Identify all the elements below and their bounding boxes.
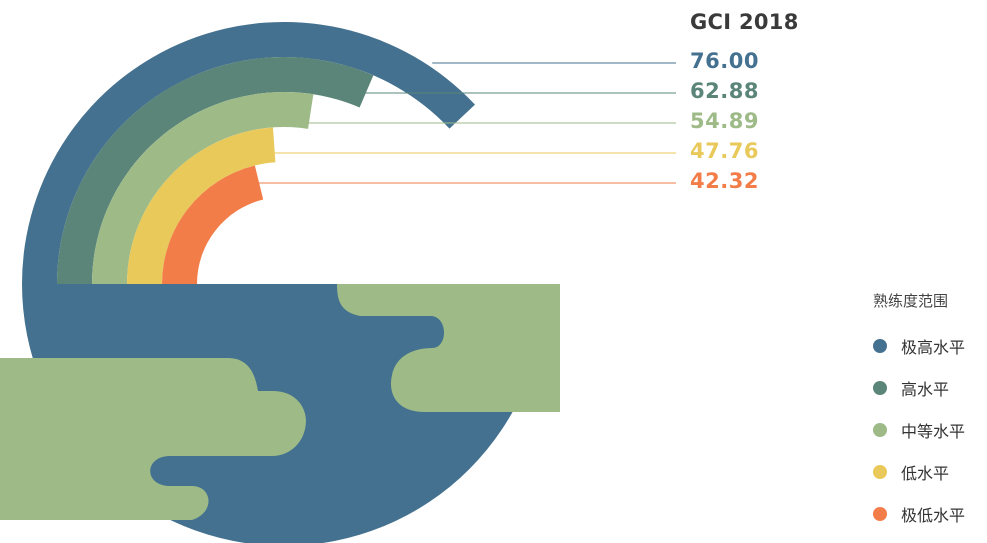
radial-bars bbox=[22, 22, 475, 285]
legend-dot-icon bbox=[873, 381, 887, 395]
land-shape-left bbox=[0, 358, 306, 520]
land-shape-right bbox=[337, 284, 560, 412]
legend-label: 极低水平 bbox=[901, 506, 966, 525]
legend-label: 低水平 bbox=[901, 464, 950, 483]
legend-label: 中等水平 bbox=[901, 422, 966, 441]
legend-item-1: 高水平 bbox=[873, 367, 965, 409]
legend-dot-icon bbox=[873, 423, 887, 437]
radial-bar-2 bbox=[92, 91, 314, 284]
legend-item-3: 低水平 bbox=[873, 451, 965, 493]
legend-label: 高水平 bbox=[901, 380, 950, 399]
leader-lines bbox=[250, 62, 676, 184]
legend-dot-icon bbox=[873, 339, 887, 353]
radial-bar-3 bbox=[127, 127, 276, 285]
chart-title: GCI 2018 bbox=[690, 10, 799, 34]
value-label-0: 76.00 bbox=[690, 49, 759, 73]
legend-items: 极高水平高水平中等水平低水平极低水平 bbox=[873, 325, 965, 535]
legend-dot-icon bbox=[873, 507, 887, 521]
legend-item-0: 极高水平 bbox=[873, 325, 965, 367]
radial-bar-0 bbox=[22, 22, 475, 284]
legend-label: 极高水平 bbox=[901, 338, 966, 357]
legend-item-2: 中等水平 bbox=[873, 409, 965, 451]
legend: 熟练度范围 极高水平高水平中等水平低水平极低水平 bbox=[873, 290, 965, 535]
lower-globe bbox=[0, 284, 560, 543]
radial-bar-4 bbox=[162, 165, 264, 284]
radial-bar-1 bbox=[57, 57, 374, 284]
value-label-3: 47.76 bbox=[690, 139, 759, 163]
legend-title: 熟练度范围 bbox=[873, 292, 949, 310]
legend-item-4: 极低水平 bbox=[873, 493, 965, 535]
value-label-1: 62.88 bbox=[690, 79, 759, 103]
legend-dot-icon bbox=[873, 465, 887, 479]
value-label-2: 54.89 bbox=[690, 109, 759, 133]
value-label-4: 42.32 bbox=[690, 169, 759, 193]
